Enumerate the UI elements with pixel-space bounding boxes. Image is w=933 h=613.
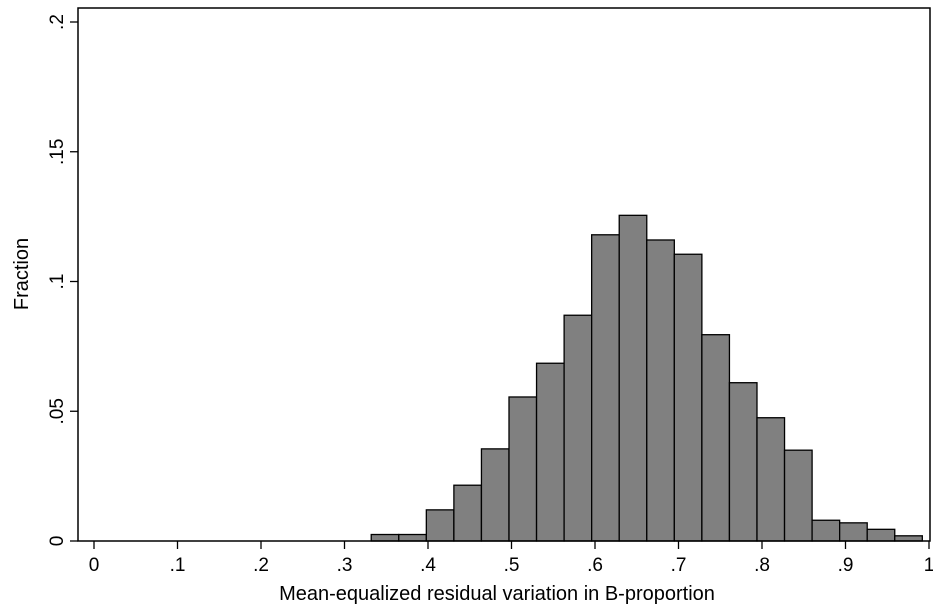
y-tick-label: .1: [47, 274, 68, 290]
y-axis: 0 .05 .1 .15 .2: [47, 14, 78, 546]
histogram-bar-5: [480, 448, 510, 542]
histogram-bar-3: [425, 509, 455, 542]
histogram-bar-9: [591, 234, 620, 542]
x-tick-label: 0: [89, 555, 100, 576]
bars-layer: [370, 214, 923, 542]
histogram-bar-15: [756, 417, 786, 542]
x-tick-label: .1: [170, 555, 186, 576]
histogram-bar-14: [728, 382, 758, 542]
x-tick-label: .6: [587, 555, 603, 576]
histogram-bar-19: [866, 528, 896, 542]
y-tick-label: 0: [47, 536, 68, 547]
x-tick-label: .9: [838, 555, 854, 576]
histogram-bar-8: [563, 314, 593, 542]
histogram-bar-4: [453, 484, 483, 542]
histogram-bar-2: [398, 533, 427, 542]
y-axis-title: Fraction: [11, 238, 33, 310]
x-tick-label: .4: [420, 555, 436, 576]
histogram-bar-6: [508, 396, 538, 542]
plot-frame: [77, 7, 931, 542]
histogram-bar-16: [783, 449, 813, 542]
histogram-bar-11: [646, 239, 675, 542]
x-axis: 0 .1 .2 .3 .4 .5 .6 .7 .8 .9 1: [89, 541, 933, 576]
histogram-bar-17: [811, 519, 841, 542]
histogram-bar-1: [370, 533, 400, 542]
histogram-bar-18: [839, 522, 868, 542]
histogram-bar-13: [701, 334, 731, 542]
y-tick-label: .05: [47, 398, 68, 424]
x-tick-label: .7: [671, 555, 687, 576]
histogram-bar-10: [618, 214, 648, 542]
x-tick-label: 1: [924, 555, 933, 576]
x-tick-label: .3: [337, 555, 353, 576]
x-tick-label: .8: [754, 555, 770, 576]
y-tick-label: .2: [47, 14, 68, 30]
histogram-bar-20: [894, 535, 923, 542]
y-tick-label: .15: [47, 139, 68, 165]
x-tick-label: .5: [504, 555, 520, 576]
histogram-bar-12: [673, 253, 703, 542]
histogram-bar-7: [535, 362, 565, 542]
x-axis-title: Mean-equalized residual variation in B-p…: [279, 583, 715, 605]
x-tick-label: .2: [253, 555, 269, 576]
